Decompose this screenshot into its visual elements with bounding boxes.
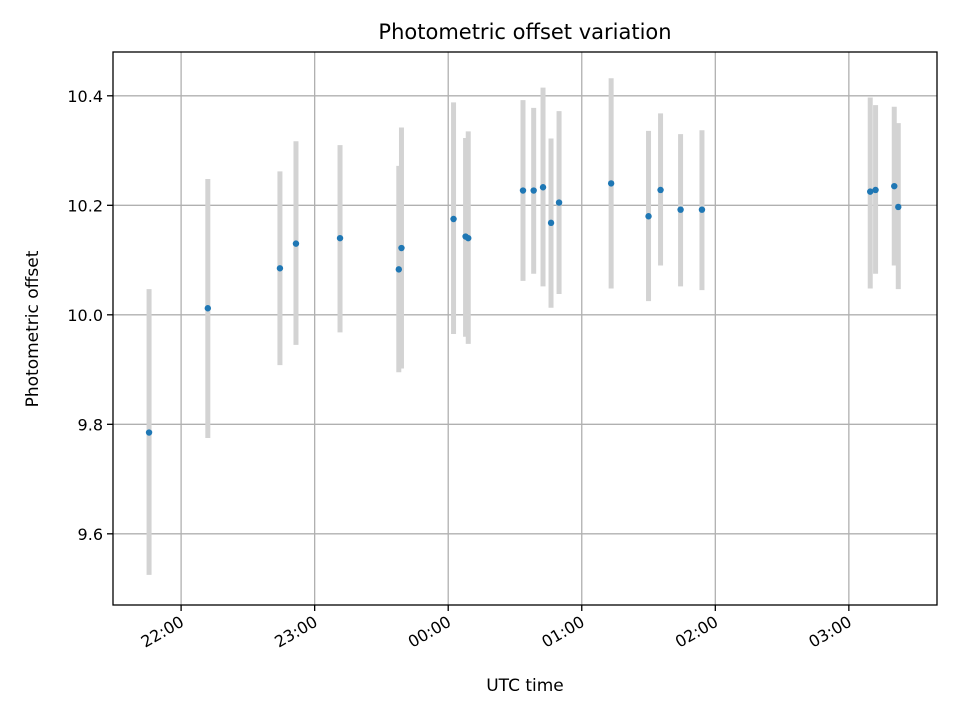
y-tick-label: 9.6 [78,525,103,544]
data-point [292,240,300,247]
data-point [677,206,684,213]
grid-lines [113,52,937,605]
y-tick-label: 9.8 [78,415,103,434]
data-point [867,188,874,195]
data-point [398,244,405,252]
data-point [657,186,664,194]
data-point [547,219,555,227]
data-point [465,234,472,242]
data-point [395,266,402,273]
y-tick-label: 10.0 [67,306,103,325]
data-point [645,213,652,220]
data-point [555,199,563,206]
chart-title: Photometric offset variation [378,20,671,44]
data-point [895,203,902,211]
data-points [145,180,902,436]
data-point [450,215,457,223]
data-point [276,265,284,272]
data-point [204,305,212,312]
data-point [891,182,898,190]
data-point [698,206,706,213]
plot-area-frame [112,51,938,606]
data-point [539,184,547,191]
data-point [607,180,615,187]
x-axis-label: UTC time [486,676,564,696]
y-tick-label: 10.2 [67,196,103,215]
data-point [872,186,879,194]
y-tick-label: 10.4 [67,87,103,106]
data-point [530,187,537,194]
data-point [145,429,153,436]
y-axis-ticks: 9.6 9.8 10.0 10.2 10.4 [67,87,113,544]
y-axis-label: Photometric offset [23,250,43,407]
data-point [336,234,344,242]
data-point [519,187,527,194]
